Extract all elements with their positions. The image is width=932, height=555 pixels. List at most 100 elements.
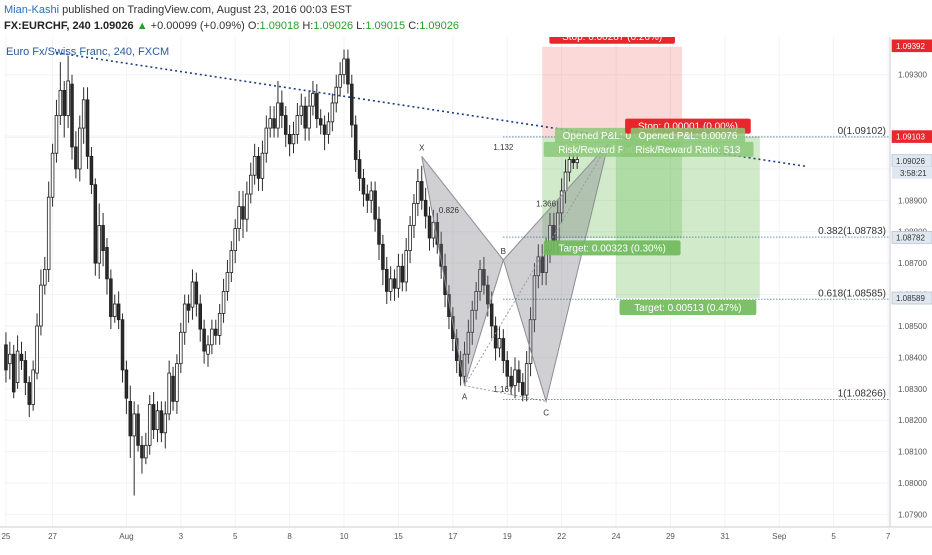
- candle-up: [217, 313, 222, 336]
- time-axis[interactable]: 25 27 Aug 3 5 8 10 15 17 19 22 24 29 31 Sep 5 7: [0, 526, 932, 541]
- pnl-label: Opened P&L: 0.00076: [563, 131, 662, 142]
- risk-reward-label-box: [622, 141, 754, 157]
- candle-up: [58, 89, 63, 116]
- risk-reward-label: Risk/Reward Ratio: 1.13: [558, 145, 666, 156]
- candle-up: [404, 250, 408, 283]
- price-tick-label: 1.08000: [898, 479, 927, 488]
- candle-up: [175, 363, 179, 402]
- candle-up: [245, 193, 249, 220]
- harmonic-triangle: [502, 143, 609, 404]
- candle-down: [140, 444, 144, 459]
- target-label: Target: 0.00513 (0.47%): [634, 303, 741, 314]
- target-label-box: [543, 240, 681, 256]
- candle-down: [489, 303, 494, 327]
- candle-up: [229, 250, 234, 273]
- candle-down: [4, 344, 8, 371]
- candle-up: [276, 102, 280, 129]
- candle-up: [54, 115, 59, 154]
- candle-down: [214, 328, 218, 336]
- candle-up: [412, 203, 416, 226]
- fib-label: 0.382(1.08783): [818, 226, 886, 237]
- up-arrow-icon: ▲: [136, 20, 148, 32]
- candle-up: [206, 344, 210, 355]
- downtrend-line: [56, 51, 807, 168]
- time-tick-label: 17: [448, 532, 457, 541]
- candle-down: [280, 102, 284, 116]
- candle-up: [466, 331, 471, 355]
- time-tick-label: 25: [1, 532, 10, 541]
- candle-down: [186, 303, 191, 311]
- price-badge-label: 1.09392: [896, 42, 925, 51]
- candle-down: [272, 118, 276, 129]
- candles: [4, 49, 579, 496]
- candle-down: [493, 325, 498, 349]
- candle-down: [377, 218, 381, 245]
- price-badge-label: 1.08589: [896, 294, 925, 303]
- stop-label: Stop: 0.00287 (0.26%): [562, 37, 662, 43]
- low-label: L:: [356, 20, 366, 32]
- price-tick-label: 1.08900: [898, 196, 927, 205]
- candle-down: [89, 155, 94, 186]
- open-label: O:: [247, 20, 260, 32]
- chart-title: Euro Fx/Swiss Franc, 240, FXCM: [6, 46, 169, 58]
- price-axis[interactable]: 1.093001.091051.091001.090001.089001.088…: [889, 37, 932, 550]
- price-tick-label: 1.08100: [898, 448, 927, 457]
- candle-down: [70, 83, 74, 148]
- time-tick-label: 7: [886, 532, 891, 541]
- candle-down: [353, 124, 358, 160]
- price-tick-label: 1.08300: [898, 385, 927, 394]
- harmonic-ratio-line: [464, 143, 609, 386]
- time-tick-label: Aug: [119, 532, 133, 541]
- candle-down: [315, 93, 319, 120]
- price-tick-label: 1.08500: [898, 322, 927, 331]
- candle-down: [105, 247, 109, 280]
- candle-up: [291, 133, 296, 145]
- time-tick-label: 31: [720, 532, 729, 541]
- candle-up: [536, 256, 541, 277]
- candle-down: [202, 328, 206, 352]
- harmonic-point-label: A: [462, 393, 468, 402]
- candle-up: [462, 353, 467, 377]
- candle-up: [478, 269, 482, 292]
- harmonic-ratio-label: 1.366: [536, 200, 557, 209]
- harmonic-point-label: B: [501, 247, 506, 256]
- candle-up: [563, 171, 568, 192]
- candle-down: [303, 105, 307, 129]
- harmonic-ratio-line: [421, 156, 504, 261]
- candle-down: [85, 99, 90, 157]
- candle-up: [248, 174, 253, 195]
- position-labels: Stop: 0.00287 (0.26%) Target: 0.00323 (0.…: [543, 28, 757, 316]
- candle-up: [532, 275, 537, 321]
- candle-down: [194, 281, 199, 305]
- high-label: H:: [302, 20, 314, 32]
- candle-down: [74, 146, 78, 170]
- fib-levels: 0(1.09102) 0.382(1.08783) 0.618(1.08585) 1(…: [503, 126, 890, 400]
- price-tick-label: 1.08700: [898, 259, 927, 268]
- candle-down: [128, 400, 133, 437]
- harmonic-point-label: X: [419, 143, 425, 152]
- candle-down: [392, 278, 397, 289]
- fib-label: 0(1.09102): [838, 126, 886, 137]
- author-link[interactable]: Mian-Kashi: [4, 4, 60, 16]
- candle-down: [571, 159, 576, 164]
- candle-down: [318, 118, 323, 126]
- candle-up: [210, 328, 214, 346]
- candle-up: [416, 181, 420, 204]
- candle-up: [474, 291, 478, 311]
- last-price: 1.09026: [93, 20, 134, 32]
- price-badge: [891, 39, 932, 53]
- candle-down: [521, 382, 525, 396]
- candle-up: [307, 105, 311, 129]
- candle-down: [517, 369, 521, 383]
- candle-up: [190, 281, 195, 308]
- candle-up: [330, 102, 335, 123]
- candle-down: [283, 115, 288, 135]
- candle-down: [357, 159, 362, 179]
- candle-up: [513, 369, 517, 387]
- price-tick-label: 1.07900: [898, 510, 927, 519]
- candle-up: [497, 338, 502, 349]
- candle-up: [147, 404, 152, 446]
